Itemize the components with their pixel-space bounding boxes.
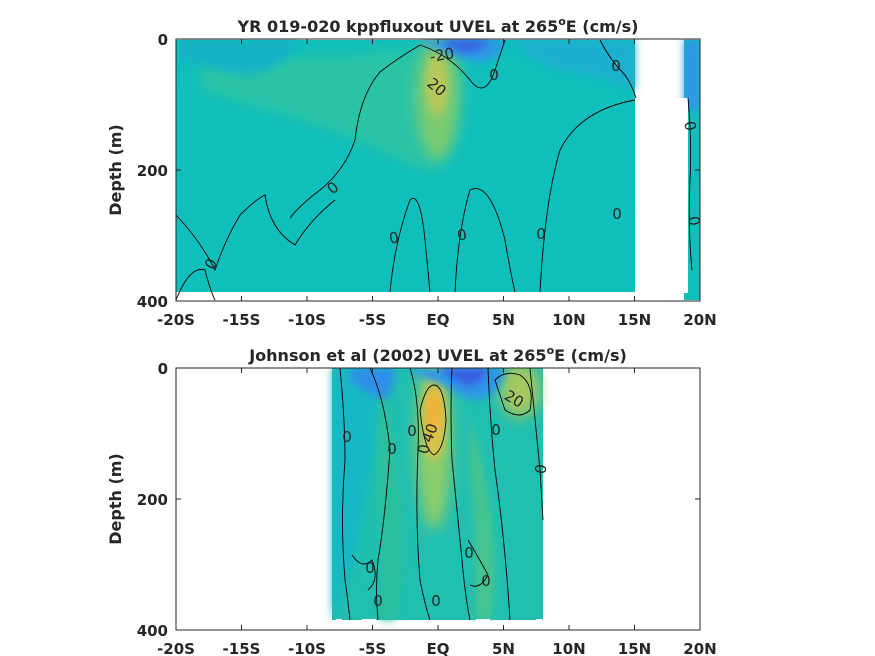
bottom-contour-label: 0 bbox=[414, 443, 433, 456]
bottom-westward-surface-strong bbox=[440, 368, 490, 386]
bottom-x-tick-label: 5N bbox=[492, 640, 515, 656]
top-colormap-field bbox=[176, 39, 700, 301]
bottom-y-tick-label: 400 bbox=[137, 622, 168, 640]
top-contour-label: 0 bbox=[388, 228, 401, 247]
bottom-contour-label: 0 bbox=[531, 463, 550, 476]
bottom-contour-label: 0 bbox=[464, 544, 474, 562]
bottom-x-tick-label: -20S bbox=[157, 640, 195, 656]
top-eastward-tongue bbox=[200, 50, 445, 170]
top-contour-h bbox=[687, 97, 693, 271]
top-x-tick-label: -5S bbox=[359, 311, 386, 329]
top-contour-label: 0 bbox=[612, 205, 622, 223]
top-contour-label: 0 bbox=[489, 66, 499, 84]
top-contour-label: 0 bbox=[680, 120, 699, 133]
bottom-contour-label: 0 bbox=[431, 592, 441, 610]
bottom-title: Johnson et al (2002) UVEL at 265oE (cm/s… bbox=[248, 344, 627, 365]
top-contour-label: 0 bbox=[536, 225, 546, 243]
bottom-westward-west bbox=[350, 368, 395, 400]
top-contour-b bbox=[419, 39, 506, 89]
top-contour-label: -20 bbox=[428, 44, 455, 66]
bottom-contour-b bbox=[369, 368, 391, 621]
bottom-green-band bbox=[470, 420, 495, 620]
top-x-tick-label: -10S bbox=[288, 311, 326, 329]
bottom-eastward-core-inner bbox=[427, 392, 441, 432]
bottom-contour-d bbox=[450, 368, 471, 621]
bottom-contour-label: 0 bbox=[387, 440, 397, 458]
top-x-tick-label: -20S bbox=[157, 311, 195, 329]
bottom-contour-label: 0 bbox=[373, 592, 383, 610]
bottom-x-tick-label: -10S bbox=[288, 640, 326, 656]
bottom-gap-b bbox=[362, 619, 376, 630]
top-westward-west bbox=[180, 40, 300, 75]
top-westward-edge bbox=[684, 40, 700, 110]
top-contour-g bbox=[599, 39, 637, 99]
bottom-contour-label: 0 bbox=[481, 572, 491, 590]
bottom-y-tick-label: 200 bbox=[137, 491, 168, 509]
top-y-tick-label: 0 bbox=[158, 31, 168, 49]
top-x-tick-label: 15N bbox=[618, 311, 651, 329]
top-eastward-core-inner bbox=[426, 55, 448, 115]
bottom-contour-label: 0 bbox=[365, 559, 375, 577]
top-westward-surface-strong bbox=[440, 40, 490, 52]
bottom-gap-d bbox=[536, 619, 542, 630]
top-y-tick-label: 200 bbox=[137, 162, 168, 180]
bottom-contour-f bbox=[494, 372, 532, 416]
bottom-noisy-mid bbox=[378, 380, 402, 620]
top-title: YR 019-020 kppfluxout UVEL at 265oE (cm/… bbox=[237, 15, 639, 36]
bottom-y-tick-label: 0 bbox=[158, 360, 168, 378]
top-contour-label: 0 bbox=[611, 57, 621, 75]
top-contour-label: 0 bbox=[684, 215, 703, 228]
top-y-tick-label: 400 bbox=[137, 293, 168, 311]
top-contour-a bbox=[289, 44, 421, 219]
bottom-contour-g bbox=[487, 368, 511, 621]
bottom-x-tick-label: 10N bbox=[552, 640, 585, 656]
top-contour-c bbox=[176, 194, 336, 272]
top-x-tick-label: EQ bbox=[427, 311, 450, 329]
bottom-contour-label: 0 bbox=[491, 421, 501, 439]
bottom-panel: Johnson et al (2002) UVEL at 265oE (cm/s… bbox=[106, 344, 717, 656]
top-x-tick-group: -20S -15S -10S -5S EQ 5N 10N 15N 20N bbox=[157, 39, 717, 329]
top-y-tick-group: 0 200 400 bbox=[137, 31, 700, 311]
top-contour-e bbox=[454, 188, 516, 293]
bottom-contour-label: 0 bbox=[407, 422, 417, 440]
bottom-north-jet bbox=[500, 368, 540, 418]
top-contour-i bbox=[176, 268, 216, 301]
top-contour-label: 0 bbox=[456, 225, 469, 244]
top-x-tick-label: 10N bbox=[552, 311, 585, 329]
bottom-contour-label: 0 bbox=[342, 428, 352, 446]
bottom-y-axis-label: Depth (m) bbox=[106, 453, 125, 545]
bottom-x-tick-label: 15N bbox=[618, 640, 651, 656]
bottom-contour-c bbox=[409, 368, 431, 621]
top-x-tick-label: 20N bbox=[683, 311, 716, 329]
bottom-x-tick-group: -20S -15S -10S -5S EQ 5N 10N 15N 20N bbox=[157, 368, 717, 656]
top-westward-east bbox=[510, 40, 635, 90]
top-contour-f bbox=[539, 99, 636, 293]
bottom-contour-i bbox=[351, 554, 376, 591]
bottom-contour-e bbox=[419, 384, 447, 456]
top-y-axis-label: Depth (m) bbox=[106, 124, 125, 216]
bottom-gap-c bbox=[476, 619, 490, 630]
top-x-tick-label: 5N bbox=[492, 311, 515, 329]
bottom-colormap-field bbox=[332, 368, 544, 630]
bottom-contour-a bbox=[339, 368, 351, 621]
top-x-tick-label: -15S bbox=[223, 311, 261, 329]
top-panel: YR 019-020 kppfluxout UVEL at 265oE (cm/… bbox=[106, 15, 717, 329]
bottom-x-tick-label: EQ bbox=[427, 640, 450, 656]
bottom-x-tick-label: -15S bbox=[223, 640, 261, 656]
top-contour-d bbox=[389, 197, 431, 293]
top-missing-patch bbox=[636, 98, 688, 293]
bottom-contour-h bbox=[529, 368, 544, 521]
bottom-x-tick-label: -5S bbox=[359, 640, 386, 656]
bottom-gap-a bbox=[336, 619, 342, 630]
bottom-contour-label: 40 bbox=[418, 421, 441, 445]
bottom-contour-j bbox=[467, 539, 489, 587]
bottom-x-tick-label: 20N bbox=[683, 640, 716, 656]
